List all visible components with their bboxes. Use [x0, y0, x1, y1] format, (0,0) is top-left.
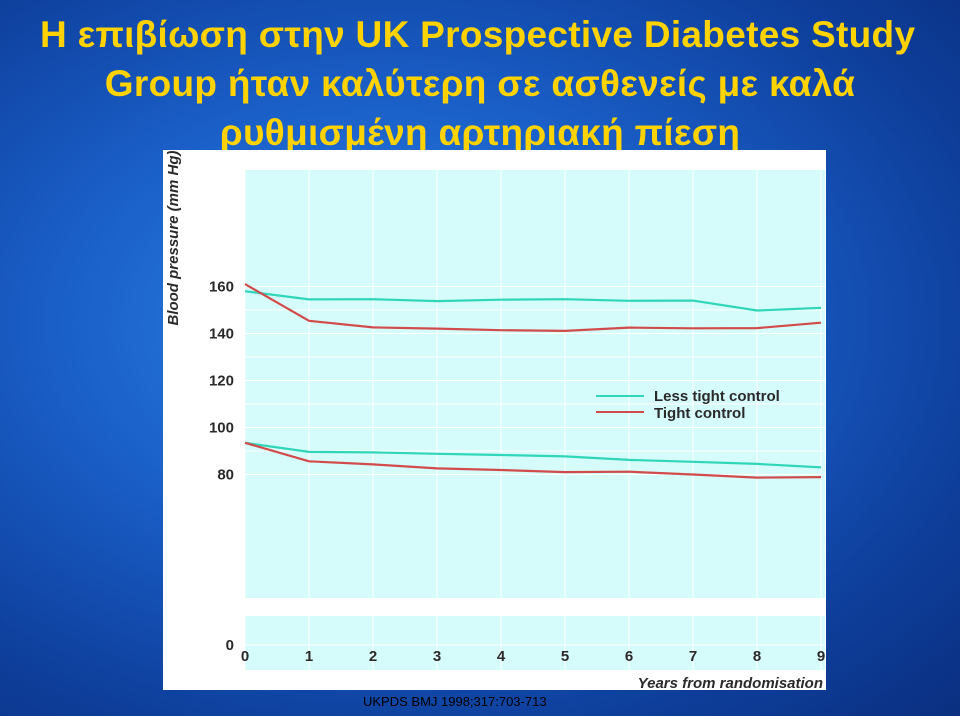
title-line-3: ρυθμισμένη αρτηριακή πίεση [219, 112, 741, 153]
series-line-less-tight-diastolic [244, 441, 822, 469]
x-tick-label: 6 [625, 648, 633, 665]
x-tick-label: 4 [497, 648, 506, 665]
x-tick-label: 0 [241, 648, 249, 665]
legend-label-tight: Tight control [654, 405, 745, 422]
x-axis-title: Years from randomisation [638, 675, 823, 690]
series-line-tight-diastolic [244, 441, 822, 479]
x-tick-label: 8 [753, 648, 761, 665]
slide-title: Η επιβίωση στην UK Prospective Diabetes … [0, 10, 960, 157]
x-tick-label: 5 [561, 648, 569, 665]
title-line-2: Group ήταν καλύτερη σε ασθενείς με καλά [104, 63, 856, 104]
y-tick-label: 80 [217, 467, 234, 484]
grid [244, 170, 825, 670]
y-tick-label: 100 [209, 420, 234, 437]
legend-label-less-tight: Less tight control [654, 388, 780, 405]
plot-background-lower [245, 616, 825, 670]
y-tick-label: 120 [209, 373, 234, 390]
title-line-1: Η επιβίωση στην UK Prospective Diabetes … [40, 14, 916, 55]
plot-background-upper [245, 170, 825, 598]
x-tick-label: 7 [689, 648, 697, 665]
y-axis-ticks: 0 80 100 120 140 160 [209, 279, 234, 655]
x-tick-label: 2 [369, 648, 377, 665]
x-axis-ticks: 0 1 2 3 4 5 6 7 8 9 [241, 648, 825, 665]
y-tick-label: 0 [226, 637, 234, 654]
y-tick-label: 160 [209, 279, 234, 296]
y-axis-title: Blood pressure (mm Hg) [165, 150, 182, 325]
x-tick-label: 9 [817, 648, 825, 665]
x-tick-label: 1 [305, 648, 313, 665]
source-citation: UKPDS BMJ 1998;317:703-713 [363, 694, 547, 709]
blood-pressure-chart: 0 80 100 120 140 160 0 1 2 3 4 5 6 7 8 9 Blood pressur… [165, 150, 825, 690]
y-tick-label: 140 [209, 326, 234, 343]
series-line-tight-systolic [244, 283, 822, 332]
chart-panel: 0 80 100 120 140 160 0 1 2 3 4 5 6 7 8 9 Blood pressur… [163, 150, 826, 690]
legend: Less tight control Tight control [596, 388, 780, 422]
series-line-less-tight-systolic [244, 290, 822, 312]
x-tick-label: 3 [433, 648, 441, 665]
series-lines [244, 283, 822, 479]
